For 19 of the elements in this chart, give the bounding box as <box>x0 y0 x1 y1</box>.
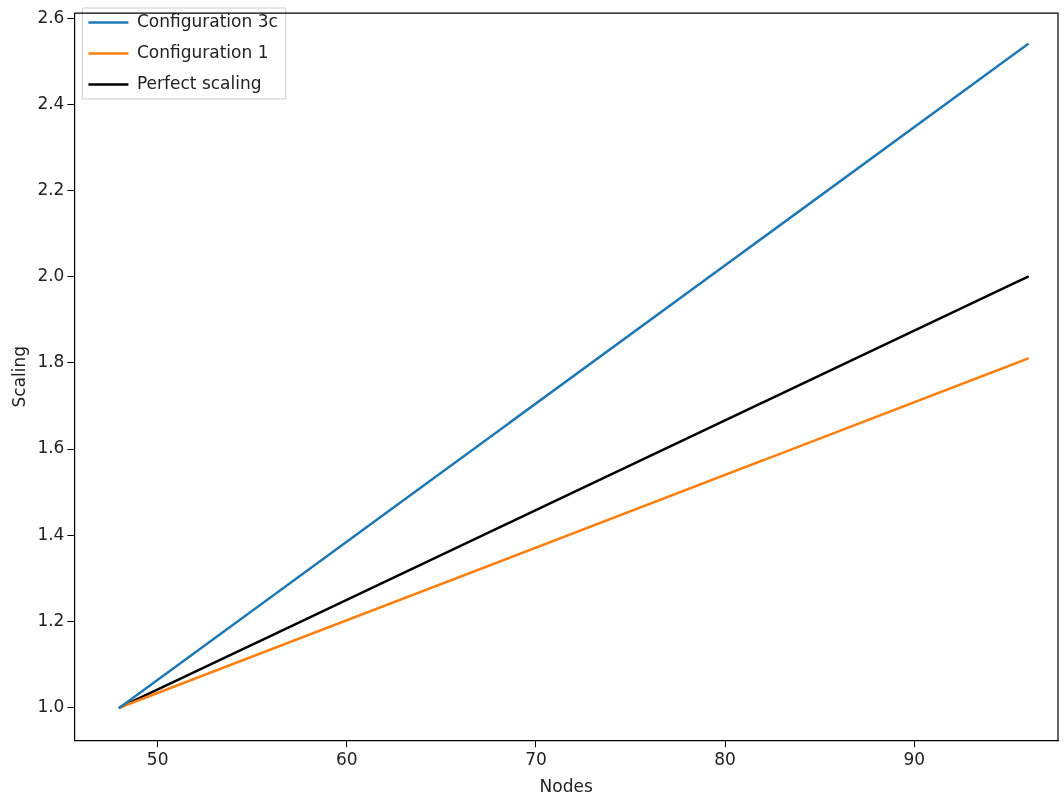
x-tick-label: 50 <box>146 748 169 769</box>
y-tick-label: 2.0 <box>37 265 65 286</box>
x-tick-label: 70 <box>525 748 547 769</box>
legend-label: Configuration 1 <box>136 41 269 62</box>
x-tick-label: 60 <box>335 748 358 769</box>
x-tick-label: 80 <box>714 748 736 769</box>
y-axis-title: Scaling <box>8 345 29 408</box>
y-tick-label: 1.4 <box>37 523 65 544</box>
y-tick-label: 1.2 <box>37 609 65 630</box>
y-tick-label: 2.6 <box>37 6 65 27</box>
y-tick-label: 2.4 <box>37 92 65 113</box>
legend-label: Configuration 3c <box>136 10 278 31</box>
y-tick-label: 1.0 <box>37 695 65 716</box>
x-axis-title: Nodes <box>539 776 593 797</box>
y-tick-label: 1.6 <box>37 437 65 458</box>
legend-label: Perfect scaling <box>136 72 262 93</box>
y-tick-label: 2.2 <box>37 179 65 200</box>
y-tick-label: 1.8 <box>37 351 65 372</box>
x-tick-label: 90 <box>903 748 926 769</box>
